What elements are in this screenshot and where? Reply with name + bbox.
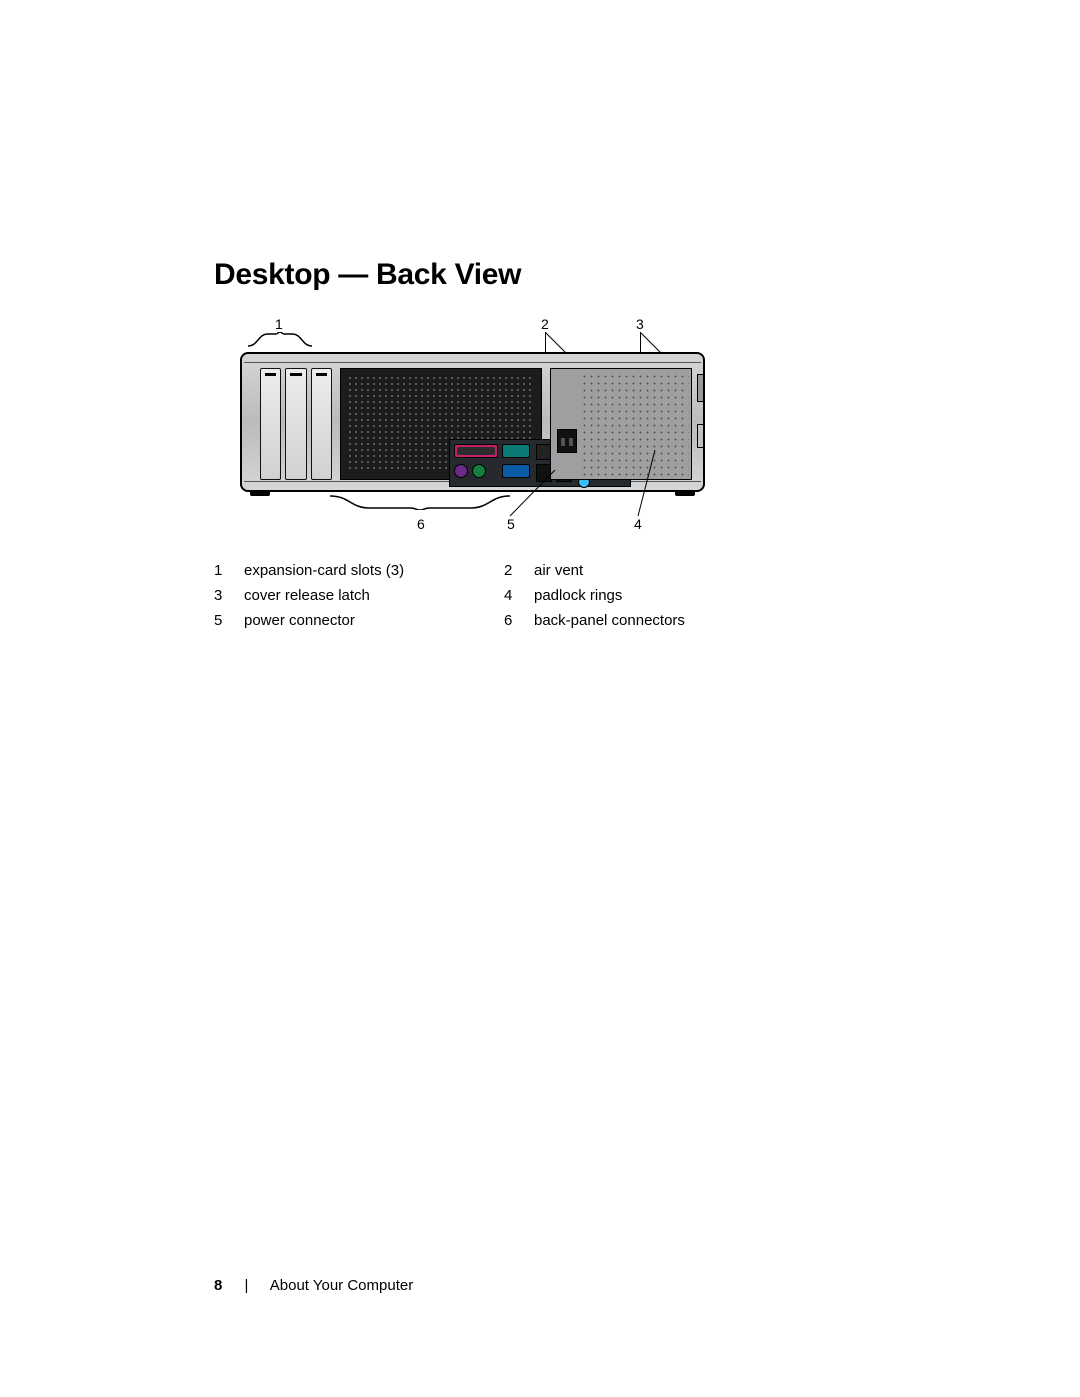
cover-release-latch (697, 374, 705, 402)
legend-desc: padlock rings (534, 583, 794, 608)
callout-2: 2 (541, 316, 549, 332)
legend-desc: expansion-card slots (3) (244, 558, 504, 583)
expansion-slot (311, 368, 332, 480)
legend-number: 1 (214, 558, 244, 583)
brace-icon (248, 332, 312, 348)
section-name: About Your Computer (270, 1277, 413, 1294)
callout-1: 1 (275, 316, 283, 332)
leader-line (505, 470, 565, 518)
chassis-foot (250, 490, 270, 496)
air-vent (340, 368, 542, 480)
ps2-port (472, 464, 486, 478)
callout-3: 3 (636, 316, 644, 332)
expansion-slot (285, 368, 306, 480)
legend-table: 1 expansion-card slots (3) 2 air vent 3 … (214, 558, 794, 633)
chassis-edge (244, 362, 701, 363)
legend-number: 4 (504, 583, 534, 608)
power-connector (557, 429, 577, 453)
leader-line (600, 450, 660, 518)
expansion-slot (260, 368, 281, 480)
parallel-port (454, 444, 498, 458)
footer-separator: | (245, 1277, 249, 1294)
brace-icon (330, 494, 510, 510)
legend-desc: cover release latch (244, 583, 504, 608)
table-row: 5 power connector 6 back-panel connector… (214, 608, 794, 633)
table-row: 3 cover release latch 4 padlock rings (214, 583, 794, 608)
legend-desc: back-panel connectors (534, 608, 794, 633)
chassis-foot (675, 490, 695, 496)
callout-4: 4 (634, 516, 642, 532)
legend-desc: air vent (534, 558, 794, 583)
callout-6: 6 (417, 516, 425, 532)
callout-5: 5 (507, 516, 515, 532)
section-heading: Desktop — Back View (214, 258, 521, 292)
serial-port (502, 444, 530, 458)
legend-number: 2 (504, 558, 534, 583)
legend-number: 6 (504, 608, 534, 633)
page-number: 8 (214, 1277, 222, 1294)
legend-desc: power connector (244, 608, 504, 633)
padlock-rings (697, 424, 705, 448)
expansion-card-slots (260, 368, 332, 480)
legend-number: 3 (214, 583, 244, 608)
legend-number: 5 (214, 608, 244, 633)
ps2-port (454, 464, 468, 478)
table-row: 1 expansion-card slots (3) 2 air vent (214, 558, 794, 583)
